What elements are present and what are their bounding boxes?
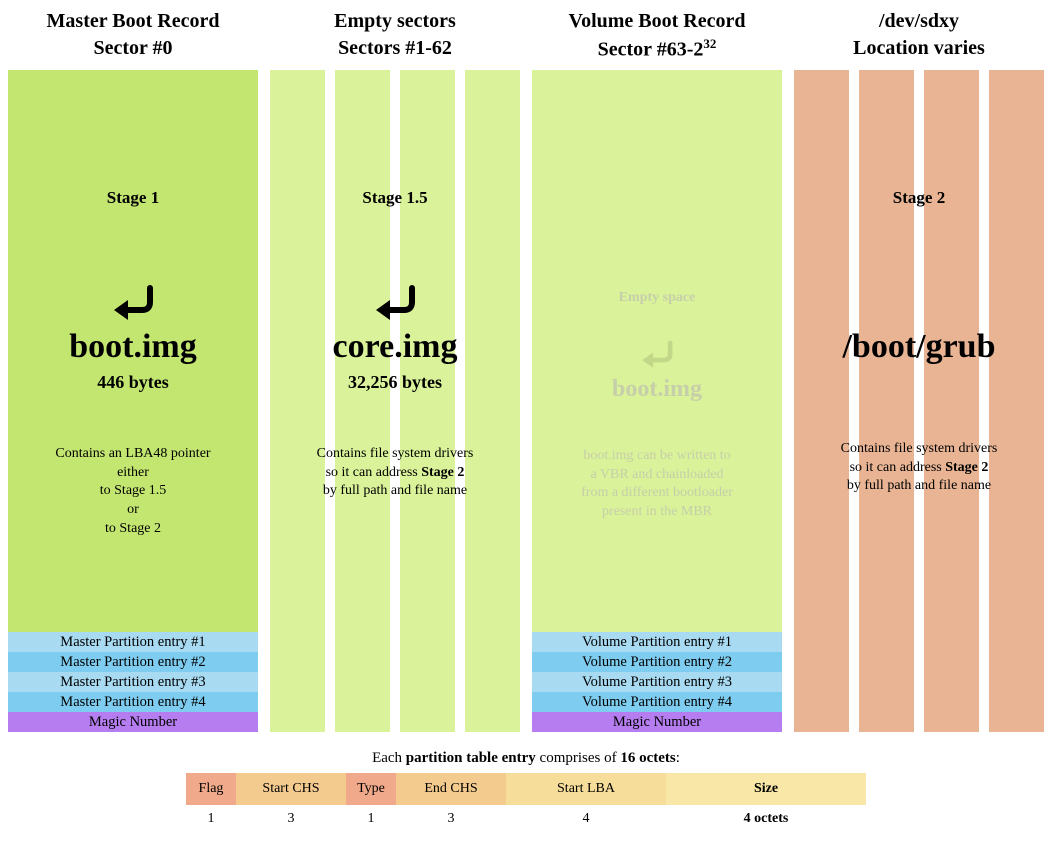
- legend-field: Type1: [346, 773, 396, 833]
- column-headers: Master Boot Record Sector #0 Empty secto…: [8, 8, 1044, 64]
- header-mbr: Master Boot Record Sector #0: [8, 8, 258, 64]
- header-title: Empty sectors: [270, 8, 520, 35]
- header-subtitle: Sector #63-232: [532, 35, 782, 64]
- legend-field-octets: 1: [346, 805, 396, 833]
- stage-label: Stage 2: [800, 188, 1038, 208]
- legend-field-label: Size: [666, 773, 866, 805]
- description: Contains file system driversso it can ad…: [276, 445, 514, 502]
- legend-table: Flag1Start CHS3Type1End CHS3Start LBA4Si…: [186, 773, 866, 833]
- sdxy-body: Stage 2 /boot/grub Contains file system …: [794, 70, 1044, 732]
- magic-number: Magic Number: [532, 712, 782, 732]
- empty-body: Stage 1.5 core.img 32,256 bytes Contains…: [270, 70, 520, 732]
- mbr-body: Stage 1 boot.img 446 bytes Contains an L…: [8, 70, 258, 632]
- partition-entry: Master Partition entry #2: [8, 652, 258, 672]
- partition-entry: Volume Partition entry #3: [532, 672, 782, 692]
- legend-field: Size4 octets: [666, 773, 866, 833]
- col-empty: Stage 1.5 core.img 32,256 bytes Contains…: [270, 70, 520, 732]
- legend-field-label: Flag: [186, 773, 236, 805]
- col-sdxy: Stage 2 /boot/grub Contains file system …: [794, 70, 1044, 732]
- magic-number: Magic Number: [8, 712, 258, 732]
- legend-field: Flag1: [186, 773, 236, 833]
- header-sdxy: /dev/sdxy Location varies: [794, 8, 1044, 64]
- header-title: /dev/sdxy: [794, 8, 1044, 35]
- arrow-icon: [634, 340, 680, 374]
- partition-entry: Volume Partition entry #4: [532, 692, 782, 712]
- filename: boot.img: [14, 328, 252, 366]
- arrow-icon: [104, 284, 162, 328]
- partition-entry: Master Partition entry #3: [8, 672, 258, 692]
- boot-diagram: Master Boot Record Sector #0 Empty secto…: [8, 8, 1044, 833]
- filesize: 446 bytes: [14, 372, 252, 393]
- filename: core.img: [276, 328, 514, 366]
- legend-field: Start CHS3: [236, 773, 346, 833]
- partition-entry: Master Partition entry #1: [8, 632, 258, 652]
- empty-space-label: Empty space: [538, 290, 776, 306]
- description: Contains an LBA48 pointereitherto Stage …: [14, 445, 252, 539]
- legend-field-octets: 4: [506, 805, 666, 833]
- header-subtitle: Location varies: [794, 35, 1044, 62]
- legend: Each partition table entry comprises of …: [8, 750, 1044, 833]
- filename: boot.img: [538, 376, 776, 403]
- columns-row: Stage 1 boot.img 446 bytes Contains an L…: [8, 70, 1044, 732]
- arrow-icon: [366, 284, 424, 328]
- partition-entry: Master Partition entry #4: [8, 692, 258, 712]
- legend-field-octets: 3: [396, 805, 506, 833]
- legend-field-label: Type: [346, 773, 396, 805]
- legend-caption: Each partition table entry comprises of …: [8, 750, 1044, 767]
- legend-field-octets: 3: [236, 805, 346, 833]
- description: boot.img can be written toa VBR and chai…: [538, 447, 776, 523]
- header-subtitle: Sector #0: [8, 35, 258, 62]
- vbr-body: Empty space boot.img boot.img can be wri…: [532, 70, 782, 632]
- legend-field-label: Start LBA: [506, 773, 666, 805]
- header-title: Volume Boot Record: [532, 8, 782, 35]
- legend-field: End CHS3: [396, 773, 506, 833]
- legend-field-label: Start CHS: [236, 773, 346, 805]
- description: Contains file system driversso it can ad…: [800, 440, 1038, 497]
- legend-field: Start LBA4: [506, 773, 666, 833]
- header-title: Master Boot Record: [8, 8, 258, 35]
- legend-field-octets: 4 octets: [666, 805, 866, 833]
- header-empty: Empty sectors Sectors #1-62: [270, 8, 520, 64]
- filename: /boot/grub: [800, 328, 1038, 366]
- filesize: 32,256 bytes: [276, 372, 514, 393]
- partition-entry: Volume Partition entry #1: [532, 632, 782, 652]
- legend-field-octets: 1: [186, 805, 236, 833]
- legend-field-label: End CHS: [396, 773, 506, 805]
- partition-table: Volume Partition entry #1 Volume Partiti…: [532, 632, 782, 732]
- header-subtitle: Sectors #1-62: [270, 35, 520, 62]
- partition-entry: Volume Partition entry #2: [532, 652, 782, 672]
- col-vbr: Empty space boot.img boot.img can be wri…: [532, 70, 782, 732]
- header-vbr: Volume Boot Record Sector #63-232: [532, 8, 782, 64]
- stage-label: Stage 1: [14, 188, 252, 208]
- partition-table: Master Partition entry #1 Master Partiti…: [8, 632, 258, 732]
- col-mbr: Stage 1 boot.img 446 bytes Contains an L…: [8, 70, 258, 732]
- stage-label: Stage 1.5: [276, 188, 514, 208]
